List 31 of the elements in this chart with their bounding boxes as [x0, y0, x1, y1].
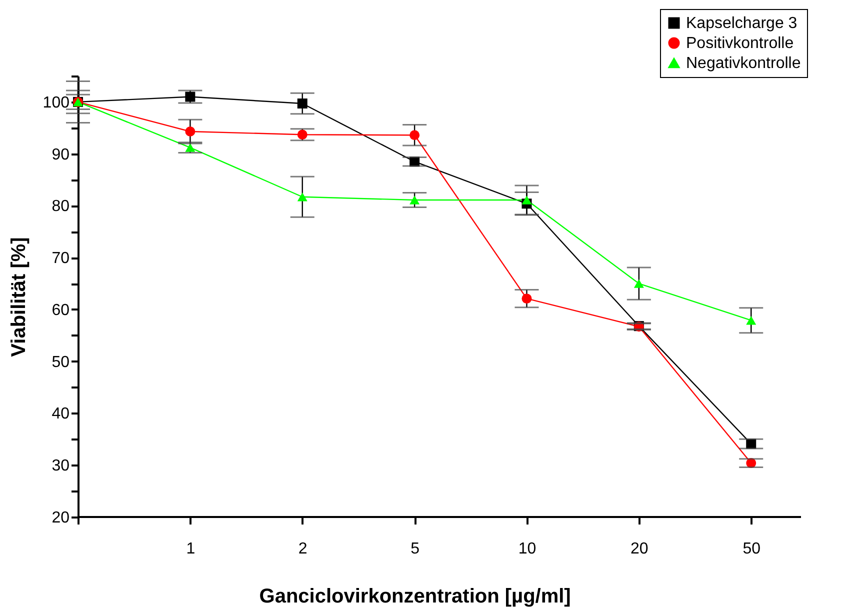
point: [297, 192, 308, 202]
point: [410, 130, 420, 140]
y-tick-label: 60: [52, 302, 70, 319]
point: [634, 279, 644, 288]
y-tick-label: 90: [52, 146, 70, 164]
x-tick-label: 2: [298, 540, 308, 558]
x-tick-label: 5: [410, 540, 420, 558]
point: [185, 126, 196, 137]
y-tick-label: 40: [52, 406, 70, 423]
point: [297, 98, 308, 108]
x-tick-label: 20: [630, 540, 648, 558]
point: [410, 196, 420, 204]
y-tick-label: 70: [52, 250, 70, 268]
y-tick-label: 50: [52, 354, 70, 371]
y-tick-label: 80: [52, 198, 70, 216]
legend-label: Positivkontrolle: [686, 35, 794, 52]
x-tick-label: 50: [742, 540, 761, 558]
point: [297, 130, 308, 140]
x-axis-title: Ganciclovirkonzentration [µg/ml]: [259, 586, 571, 608]
x-tick-label: 1: [186, 540, 196, 558]
legend-label: Negativkontrolle: [686, 55, 801, 72]
y-axis-title: Viabilität [%]: [8, 237, 30, 357]
legend-label: Kapselcharge 3: [686, 15, 798, 32]
y-tick-label: 30: [52, 458, 70, 475]
y-tick-label: 100: [42, 94, 70, 112]
y-tick-label: 20: [52, 510, 70, 526]
point: [522, 294, 532, 304]
x-tick-label: 10: [518, 540, 536, 558]
point: [522, 196, 532, 204]
point: [185, 92, 196, 102]
point: [746, 316, 756, 325]
